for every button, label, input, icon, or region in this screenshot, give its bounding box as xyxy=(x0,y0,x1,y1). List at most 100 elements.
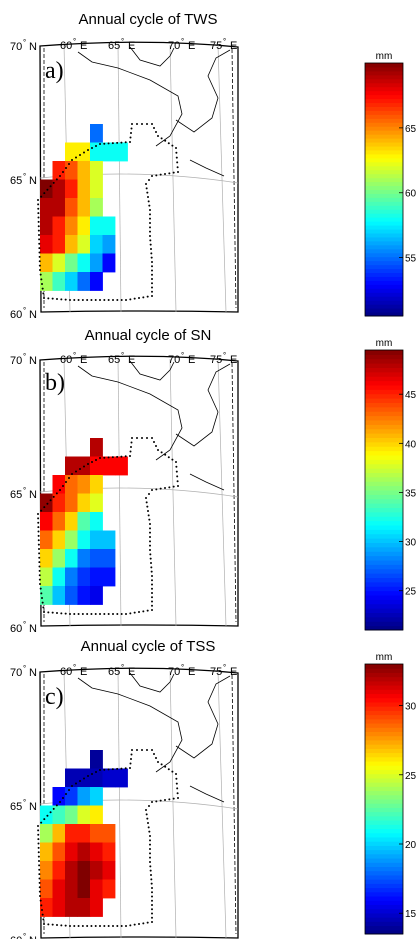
colorbar-segment xyxy=(365,122,403,127)
heatmap-cell xyxy=(52,861,66,880)
boundary-dot xyxy=(103,299,106,301)
boundary-dot xyxy=(164,799,166,801)
heatmap-cell xyxy=(40,567,53,587)
heatmap-cell xyxy=(102,530,116,550)
colorbar-segment xyxy=(365,236,403,242)
colorbar-segment xyxy=(365,376,403,382)
colorbar-segment xyxy=(365,450,403,456)
colorbar-2: mm 25 30 35 40 45 xyxy=(364,338,416,631)
boundary-dot xyxy=(37,846,40,849)
heatmap-cell xyxy=(52,567,66,587)
colorbar-segment xyxy=(365,371,403,377)
boundary-dot xyxy=(38,561,41,564)
colorbar-segment xyxy=(365,490,403,495)
boundary-dot xyxy=(130,441,133,444)
frame-east-edge xyxy=(231,674,237,935)
boundary-dot xyxy=(151,801,153,803)
boundary-dot xyxy=(99,299,101,301)
colorbar-segment xyxy=(365,428,403,434)
boundary-dot xyxy=(147,200,150,203)
boundary-dot xyxy=(155,174,158,177)
heatmap-cell xyxy=(40,253,53,273)
boundary-dot xyxy=(37,207,40,210)
heatmap-cell xyxy=(90,161,103,180)
boundary-dot xyxy=(38,255,41,258)
colorbar-segment xyxy=(365,680,403,686)
colorbar-segment xyxy=(365,777,403,783)
boundary-dot xyxy=(55,492,58,495)
boundary-dot xyxy=(65,481,67,483)
colorbar-segment xyxy=(365,292,403,297)
heatmap-cell xyxy=(90,898,103,917)
heatmap-cell xyxy=(90,586,103,605)
colorbar-segment xyxy=(365,463,403,469)
boundary-dot xyxy=(175,782,178,785)
boundary-dot xyxy=(37,203,40,206)
boundary-dot xyxy=(146,191,149,194)
boundary-dot xyxy=(149,852,151,855)
colorbar-segment xyxy=(365,862,403,867)
heatmap-cell xyxy=(77,475,91,494)
boundary-dot xyxy=(38,886,41,889)
colorbar-segment xyxy=(365,177,403,183)
boundary-dot xyxy=(47,297,50,300)
colorbar-segment xyxy=(365,78,403,84)
boundary-dot xyxy=(116,613,119,615)
boundary-dot xyxy=(151,265,153,268)
boundary-dot xyxy=(62,171,64,173)
boundary-dot xyxy=(150,878,153,881)
lon-label: 60 ° E xyxy=(60,351,87,366)
heatmap-cell xyxy=(40,824,53,843)
boundary-dot xyxy=(157,449,159,451)
boundary-dot xyxy=(149,861,151,863)
colorbar-segment xyxy=(365,761,403,766)
boundary-dot xyxy=(41,287,44,290)
heatmap-cell xyxy=(65,142,78,162)
boundary-dot xyxy=(150,566,153,569)
panel-label: b) xyxy=(45,370,65,396)
heatmap-cell xyxy=(90,142,103,162)
lon-value: 75 xyxy=(210,666,222,678)
boundary-dot xyxy=(151,261,153,263)
colorbar-segment xyxy=(365,612,403,618)
boundary-dot xyxy=(171,144,174,147)
boundary-dot xyxy=(149,527,151,530)
boundary-dot xyxy=(60,924,63,927)
boundary-dot xyxy=(103,456,106,459)
boundary-dot xyxy=(120,141,123,144)
boundary-dot xyxy=(41,597,43,599)
boundary-dot xyxy=(146,817,149,820)
colorbar-segment xyxy=(365,555,403,561)
lon-value: 75 xyxy=(210,40,222,52)
lon-value: 60 xyxy=(60,354,72,366)
boundary-dot xyxy=(164,139,167,142)
heatmap-cell xyxy=(115,142,128,162)
boundary-dot xyxy=(129,298,132,301)
boundary-dot xyxy=(151,596,153,599)
colorbar-segment xyxy=(365,402,403,408)
boundary-dot xyxy=(151,592,153,594)
colorbar-segment xyxy=(365,189,403,194)
boundary-dot xyxy=(75,156,77,159)
colorbar-segment xyxy=(365,546,403,552)
heatmap-cell xyxy=(102,142,116,162)
lon-label: 65 ° E xyxy=(108,351,135,366)
boundary-dot xyxy=(43,923,45,925)
heatmap-cell xyxy=(40,235,53,254)
lon-label: 75 ° E xyxy=(210,351,237,366)
colorbar-segment xyxy=(365,149,403,155)
boundary-dot xyxy=(49,499,52,502)
colorbar-segment xyxy=(365,731,403,737)
heatmap-cell xyxy=(52,216,66,236)
boundary-dot xyxy=(150,882,153,885)
boundary-dot xyxy=(38,864,41,867)
boundary-dot xyxy=(38,868,41,871)
boundary-dot xyxy=(68,477,70,479)
heatmap-cell xyxy=(65,512,78,531)
boundary-dot xyxy=(146,921,149,924)
boundary-dot xyxy=(153,127,155,129)
degree-sign: ° xyxy=(73,37,76,46)
colorbar-segment xyxy=(365,268,403,274)
boundary-dot xyxy=(38,242,41,245)
boundary-dot xyxy=(159,487,162,490)
